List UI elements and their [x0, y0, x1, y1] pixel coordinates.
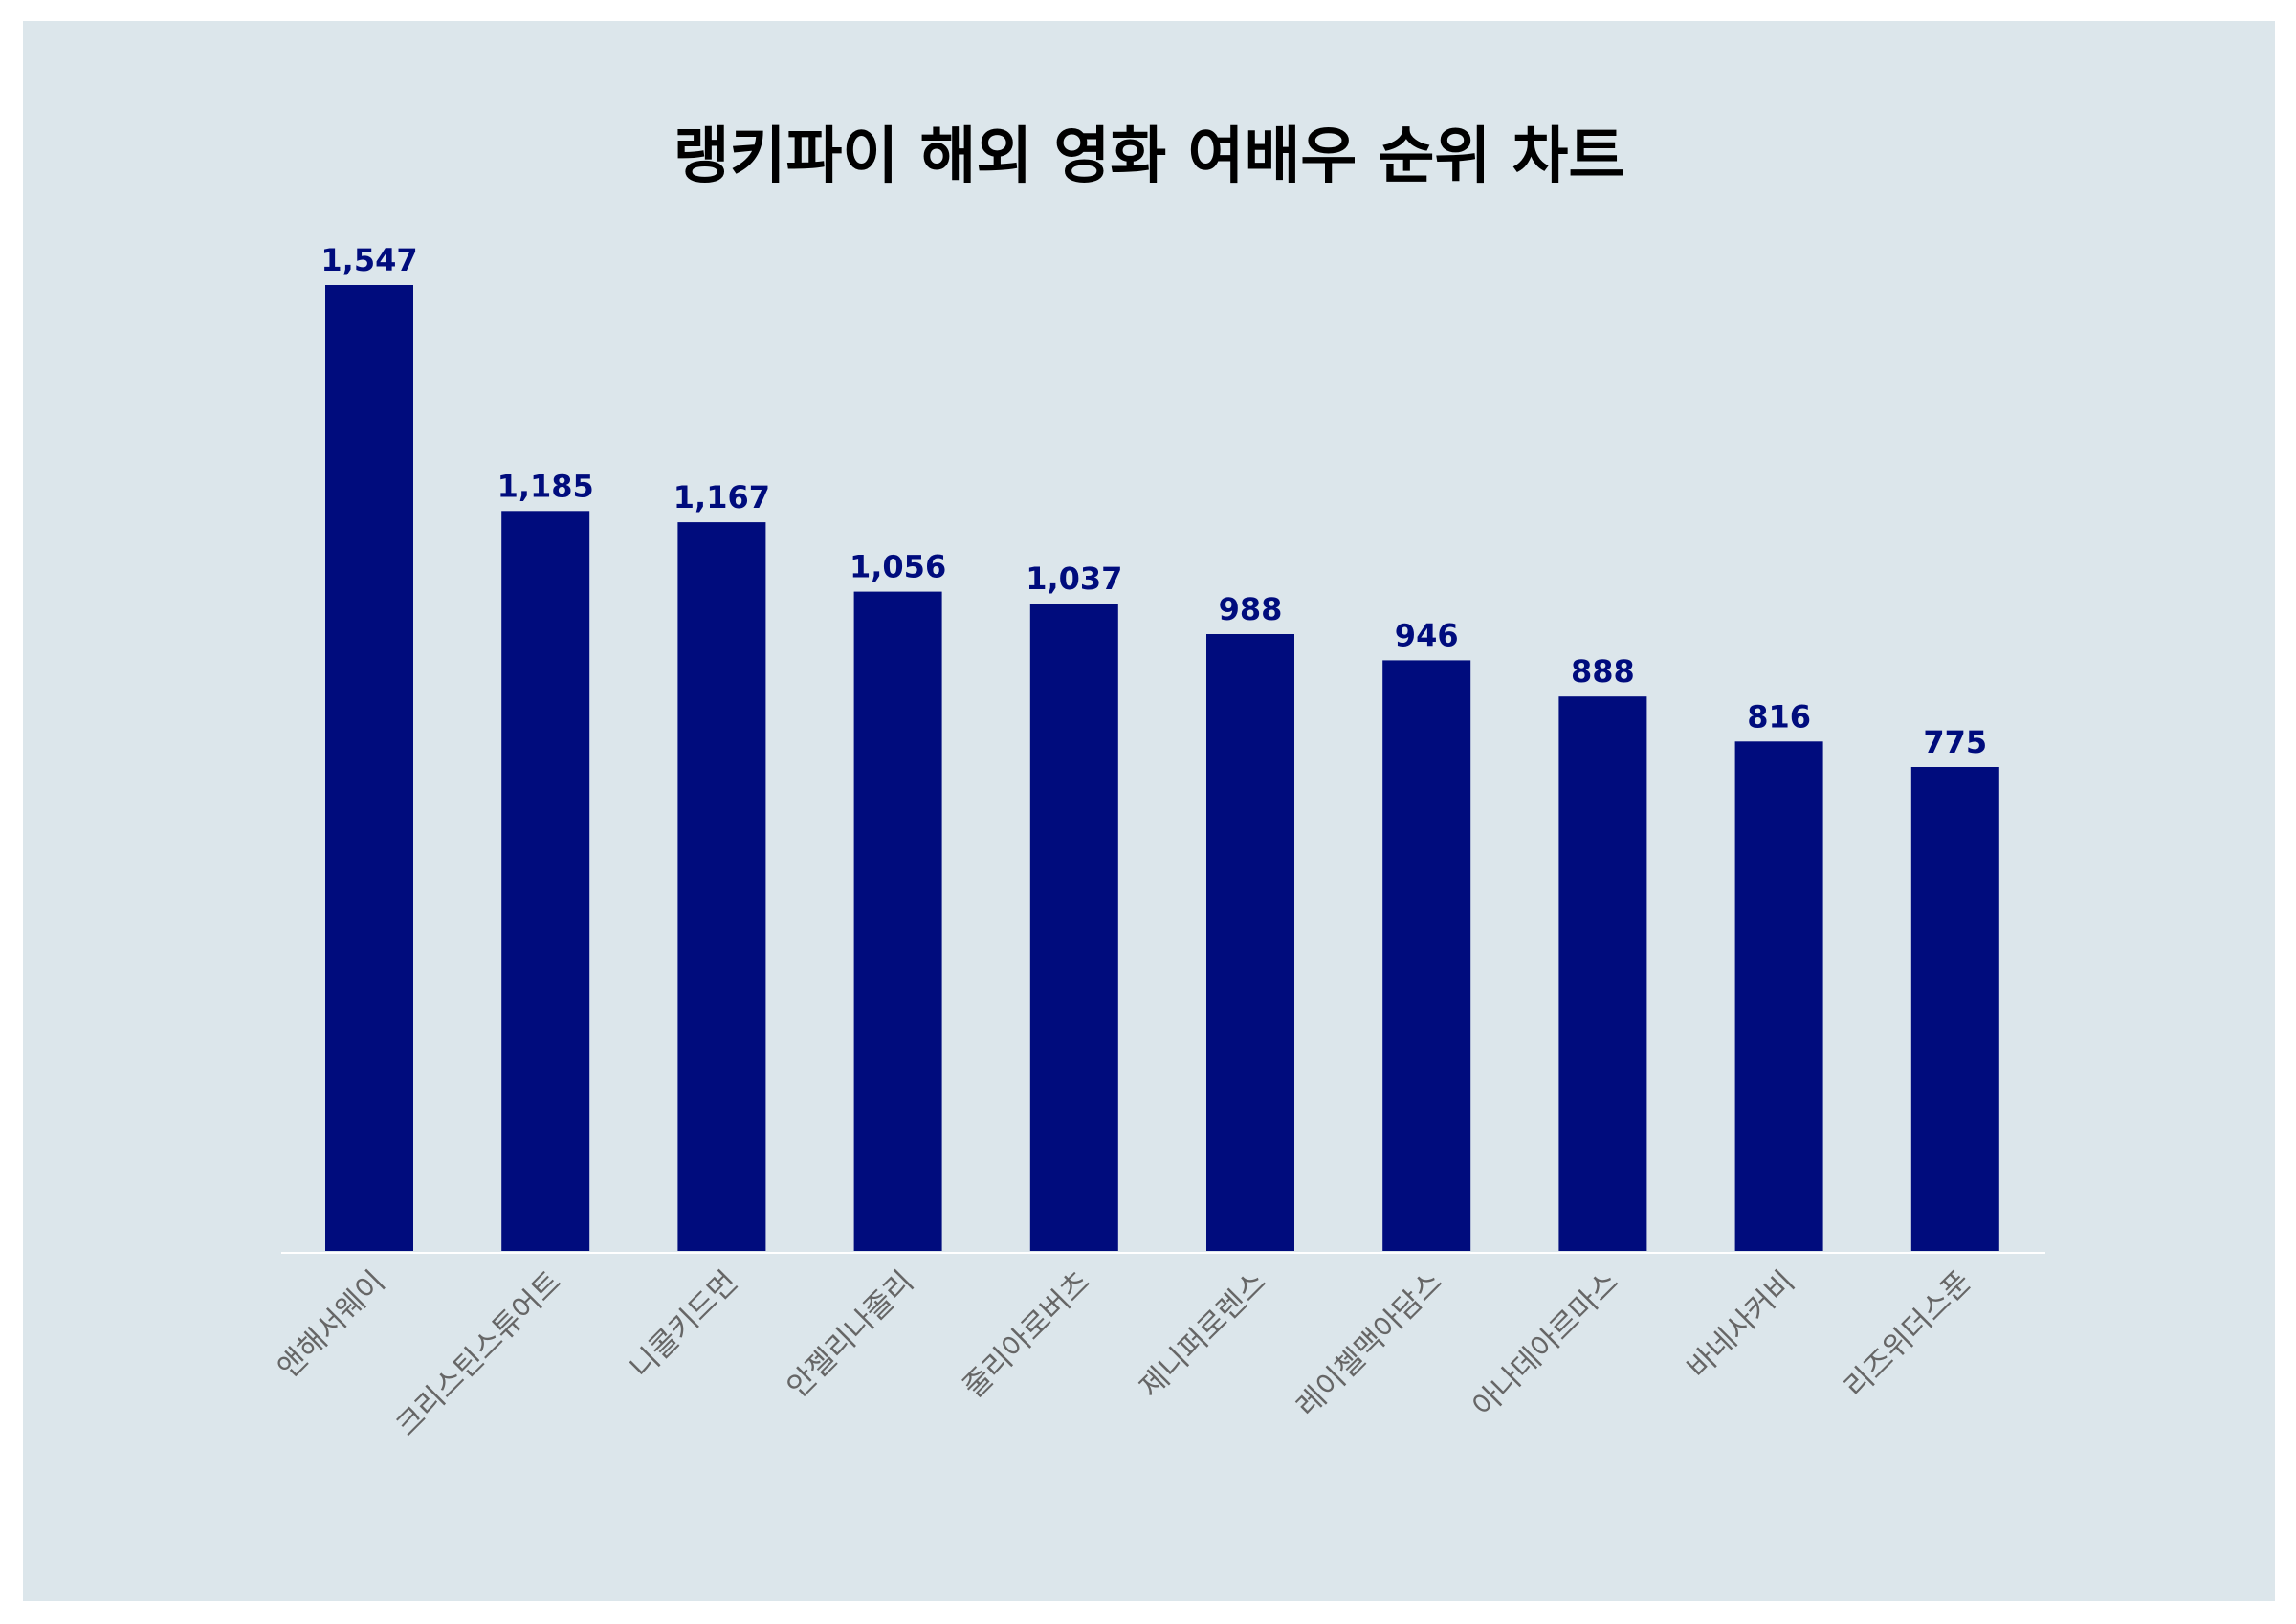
chart-panel: 랭키파이 해외 영화 여배우 순위 차트 1,547 앤해서웨이 1,185 크리스틴… [23, 21, 2275, 1601]
bar-value-label: 816 [1747, 698, 1811, 735]
bar-value-label: 1,037 [1026, 560, 1122, 597]
bars-layer [325, 285, 1999, 1251]
bar-value-label: 888 [1571, 653, 1635, 690]
bar-value-label: 775 [1923, 724, 1987, 760]
bar [1910, 767, 1999, 1251]
bar [1382, 660, 1471, 1251]
bar [1206, 634, 1294, 1251]
bar [1734, 741, 1823, 1251]
bar [1029, 604, 1118, 1251]
bar-value-label: 1,185 [497, 468, 594, 504]
bar-value-label: 1,547 [320, 242, 417, 278]
bar-value-label: 988 [1219, 591, 1283, 627]
bar [325, 285, 413, 1251]
bar-chart: 랭키파이 해외 영화 여배우 순위 차트 1,547앤해서웨이1,185크리스틴… [23, 21, 2275, 1601]
bar [853, 591, 942, 1251]
chart-title: 랭키파이 해외 영화 여배우 순위 차트 [673, 121, 1625, 192]
bar-value-label: 946 [1395, 617, 1459, 653]
bar [501, 511, 590, 1251]
bar [1558, 696, 1647, 1251]
bar-value-label: 1,167 [673, 479, 770, 516]
bar-value-label: 1,056 [850, 549, 946, 585]
bar [677, 522, 766, 1251]
